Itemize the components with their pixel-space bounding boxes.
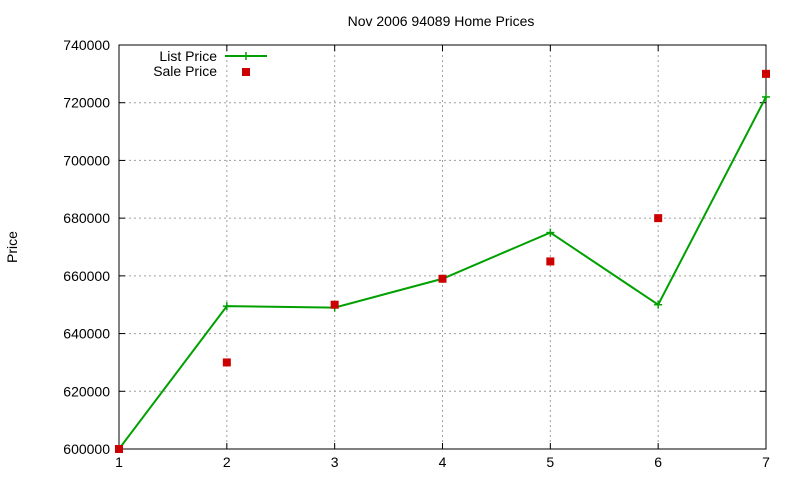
y-tick-label: 600000 xyxy=(63,441,110,457)
x-tick-label: 4 xyxy=(439,454,447,470)
x-axis-ticks: 1 2 3 4 5 6 7 xyxy=(115,45,770,470)
list-price-point xyxy=(762,92,770,101)
list-price-point xyxy=(654,300,663,309)
y-tick-label: 740000 xyxy=(63,37,110,53)
sale-price-point xyxy=(438,274,447,283)
y-axis-ticks: 600000 620000 640000 660000 680000 700000 7200… xyxy=(63,37,766,457)
sale-price-point xyxy=(222,358,231,367)
y-tick-label: 620000 xyxy=(63,383,110,399)
sale-price-point xyxy=(654,214,663,223)
legend-label-sale-price: Sale Price xyxy=(153,63,217,79)
sale-price-point xyxy=(546,257,555,266)
chart-title: Nov 2006 94089 Home Prices xyxy=(348,13,535,29)
series-layer xyxy=(115,69,770,453)
legend-marker-list-price xyxy=(242,52,250,60)
x-tick-label: 2 xyxy=(223,454,231,470)
y-tick-label: 720000 xyxy=(63,95,110,111)
sale-price-point xyxy=(330,300,339,309)
list-price-point xyxy=(222,302,231,311)
x-tick-label: 5 xyxy=(546,454,554,470)
x-tick-label: 3 xyxy=(331,454,339,470)
y-tick-label: 680000 xyxy=(63,210,110,226)
x-tick-label: 7 xyxy=(762,454,770,470)
y-tick-label: 640000 xyxy=(63,326,110,342)
legend-marker-sale-price xyxy=(242,68,250,76)
list-price-point xyxy=(546,228,555,237)
x-tick-label: 6 xyxy=(654,454,662,470)
sale-price-point xyxy=(115,445,123,453)
y-tick-label: 700000 xyxy=(63,152,110,168)
sale-price-point xyxy=(762,69,770,78)
y-tick-label: 660000 xyxy=(63,268,110,284)
legend-label-list-price: List Price xyxy=(159,48,217,64)
y-axis-label: Price xyxy=(4,231,20,263)
grid xyxy=(119,45,766,449)
x-tick-label: 1 xyxy=(115,454,123,470)
